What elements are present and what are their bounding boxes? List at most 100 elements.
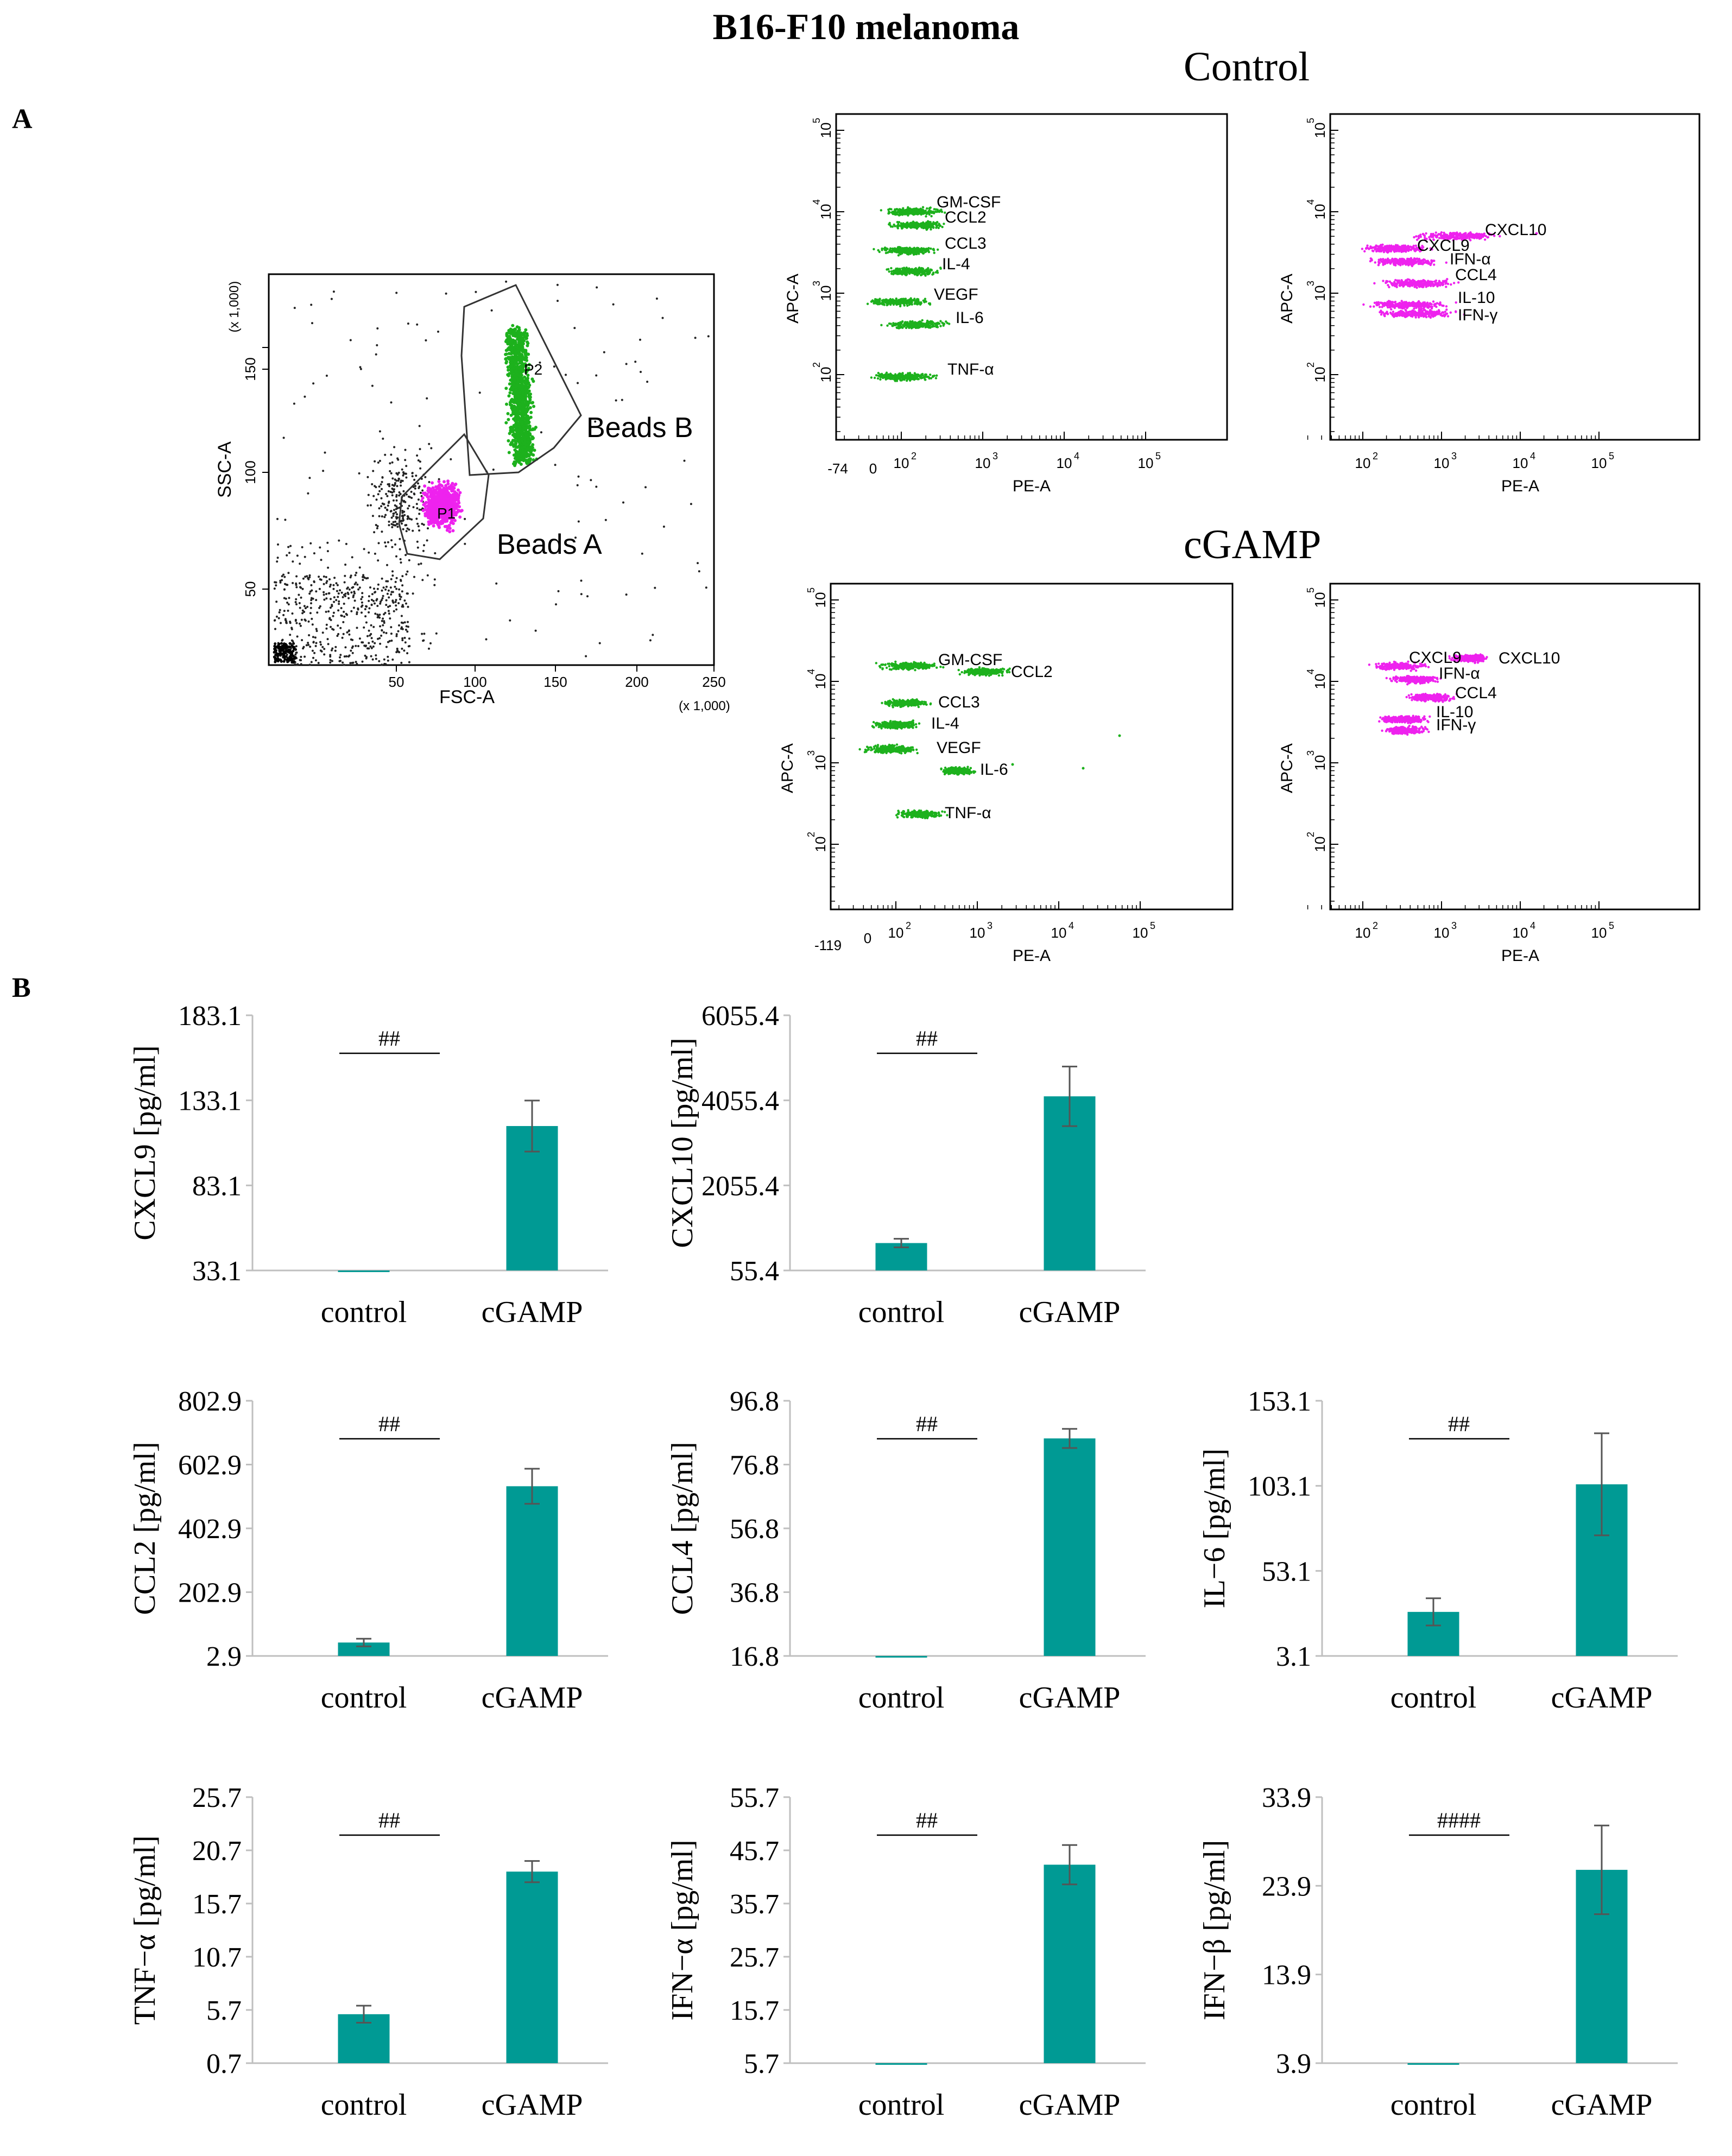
bead-event-dot: [886, 324, 889, 327]
gating-x-scale: (x 1,000): [679, 699, 730, 713]
gating-debris-dot: [293, 307, 296, 309]
gating-debris-dot: [374, 460, 376, 463]
gating-debris-dot: [625, 363, 628, 365]
gating-debris-dot: [395, 587, 398, 590]
bead-a-dot: [425, 501, 428, 504]
gating-debris-dot: [389, 617, 391, 620]
gating-debris-dot: [308, 634, 311, 636]
gating-debris-dot: [295, 603, 298, 605]
bead-event-dot: [895, 298, 897, 300]
bead-a-dot: [451, 495, 454, 498]
gating-debris-dot: [414, 485, 416, 488]
bead-event-dot: [901, 320, 904, 323]
gating-debris-dot: [401, 639, 404, 642]
bead-event-dot: [900, 325, 903, 328]
gating-debris-dot: [379, 602, 382, 605]
bead-event-dot: [902, 269, 905, 273]
gating-debris-dot: [383, 658, 385, 661]
gating-debris-dot: [275, 584, 277, 587]
bead-a-dot: [436, 510, 440, 514]
gating-debris-dot: [285, 597, 287, 600]
gating-debris-dot: [377, 461, 380, 464]
bead-b-dot: [519, 377, 522, 381]
bead-a-dot: [446, 511, 450, 515]
bead-event-dot: [914, 269, 916, 272]
gating-debris-dot: [385, 492, 388, 495]
bead-a-dot: [427, 515, 431, 519]
bead-b-dot: [510, 372, 514, 376]
gating-debris-dot: [288, 552, 290, 554]
bead-a-dot: [426, 504, 429, 508]
bead-b-dot: [510, 347, 514, 350]
bead-b-dot: [520, 409, 524, 413]
gating-debris-dot: [302, 647, 305, 650]
gating-debris-dot: [274, 660, 277, 663]
gating-debris-dot: [398, 624, 400, 627]
gating-debris-dot: [383, 516, 386, 519]
bead-b-dot: [524, 349, 528, 352]
bead-event-dot: [937, 248, 939, 251]
bead-event-dot: [888, 270, 890, 273]
bead-b-dot: [523, 438, 527, 441]
bead-b-dot: [508, 331, 511, 335]
gating-debris-dot: [276, 517, 279, 520]
bead-event-dot: [886, 304, 888, 307]
gating-debris-dot: [339, 627, 342, 629]
bead-event-dot: [930, 226, 933, 229]
gating-debris-dot: [595, 485, 598, 488]
gating-debris-dot: [419, 460, 421, 463]
gating-debris-dot: [428, 647, 430, 650]
gating-debris-dot: [424, 476, 427, 478]
bead-event-dot: [946, 321, 949, 325]
gating-debris-dot: [283, 588, 286, 591]
gating-debris-dot: [594, 420, 597, 423]
bead-event-dot: [922, 323, 925, 325]
gating-debris-dot: [368, 595, 370, 598]
gating-debris-dot: [295, 598, 298, 600]
gating-debris-dot: [408, 559, 410, 561]
bead-b-dot: [513, 357, 517, 361]
gating-debris-dot: [364, 645, 367, 648]
gating-debris-dot: [396, 485, 399, 488]
bead-b-dot: [525, 433, 529, 437]
gating-debris-dot: [565, 374, 567, 376]
gating-debris-dot: [383, 662, 386, 665]
gating-debris-dot: [327, 643, 330, 646]
bead-event-dot: [881, 249, 883, 251]
gating-debris-dot: [284, 519, 287, 521]
gating-debris-dot: [395, 555, 397, 558]
bead-event-dot: [908, 251, 911, 254]
gating-debris-dot: [312, 656, 314, 659]
bead-a-dot: [427, 498, 431, 502]
bead-event-dot: [916, 273, 920, 275]
gating-debris-dot: [383, 631, 385, 634]
gating-debris-dot: [274, 628, 276, 630]
bead-b-dot: [518, 398, 522, 402]
gating-debris-dot: [350, 649, 352, 652]
bead-b-dot: [510, 404, 514, 408]
bead-event-dot: [877, 374, 880, 377]
gating-debris-dot: [333, 577, 336, 579]
gating-debris-dot: [388, 612, 390, 615]
bead-event-dot: [903, 211, 906, 213]
gating-debris-dot: [622, 501, 624, 504]
bead-event-dot: [903, 322, 906, 325]
gating-debris-dot: [295, 652, 298, 654]
gating-debris-dot: [401, 520, 404, 522]
gating-debris-dot: [381, 597, 384, 599]
gating-debris-dot: [644, 486, 647, 489]
bead-b-dot: [511, 324, 515, 327]
bead-event-dot: [924, 224, 927, 227]
figure-title: B16-F10 melanoma: [712, 6, 1020, 47]
gating-debris-dot: [320, 650, 323, 653]
gating-debris-dot: [361, 660, 364, 663]
gating-debris-dot: [490, 309, 493, 312]
bead-event-dot: [916, 300, 919, 303]
gating-debris-dot: [401, 468, 403, 471]
gating-debris-dot: [399, 558, 402, 560]
bead-event-dot: [903, 376, 906, 378]
gating-debris-dot: [343, 615, 346, 618]
gating-debris-dot: [318, 587, 321, 590]
gating-debris-dot: [283, 650, 286, 653]
gating-debris-dot: [429, 642, 432, 644]
